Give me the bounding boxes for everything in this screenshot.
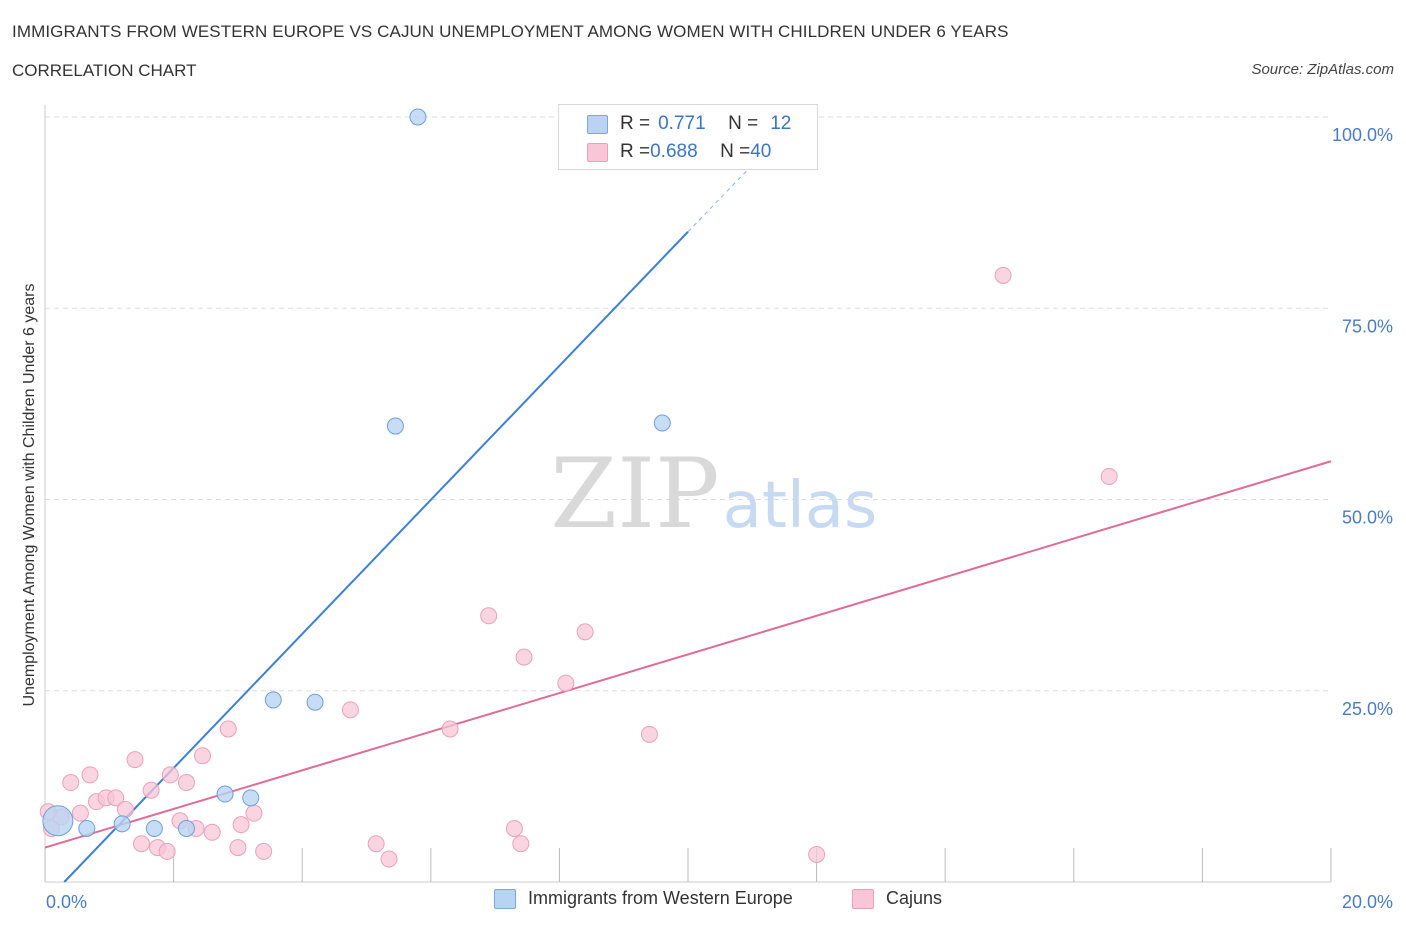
point-cajuns <box>116 800 134 818</box>
point-cajuns <box>441 720 459 738</box>
point-cajuns <box>62 774 80 792</box>
point-immigrants <box>145 819 163 837</box>
point-immigrants <box>386 417 404 435</box>
point-cajuns <box>158 842 176 860</box>
point-cajuns <box>512 835 530 853</box>
legend-swatch-pink <box>587 142 608 162</box>
point-cajuns <box>126 751 144 769</box>
point-cajuns <box>177 774 195 792</box>
source-credit: Source: ZipAtlas.com <box>1251 61 1394 78</box>
point-cajuns <box>557 674 575 692</box>
point-cajuns <box>203 823 221 841</box>
legend-r-label: R = <box>620 113 651 134</box>
point-immigrants <box>653 414 671 432</box>
trend-line-immigrants <box>63 231 689 883</box>
legend-item-immigrants[interactable]: Immigrants from Western Europe <box>494 888 793 909</box>
point-immigrants <box>216 785 234 803</box>
point-cajuns <box>1100 468 1118 486</box>
point-cajuns <box>255 842 273 860</box>
trend-line-immigrants-extension <box>687 157 760 233</box>
point-cajuns <box>132 835 150 853</box>
point-immigrants <box>409 108 427 126</box>
chart-subtitle: CORRELATION CHART <box>12 61 197 80</box>
point-immigrants <box>242 789 260 807</box>
point-cajuns <box>71 804 89 822</box>
y-tick-label: 50.0% <box>1342 508 1393 528</box>
point-cajuns <box>232 816 250 834</box>
point-cajuns <box>367 835 385 853</box>
point-cajuns <box>505 819 523 837</box>
series-legend: Immigrants from Western Europe Cajuns <box>0 888 1406 916</box>
tick-labels: 25.0% 50.0% 75.0% 100.0% 0.0% 20.0% <box>46 125 1393 912</box>
point-cajuns <box>515 648 533 666</box>
point-immigrants <box>78 819 96 837</box>
chart-title: IMMIGRANTS FROM WESTERN EUROPE VS CAJUN … <box>12 22 1009 41</box>
point-immigrants <box>264 691 282 709</box>
legend-swatch-blue <box>494 888 516 909</box>
point-cajuns <box>640 725 658 743</box>
point-cajuns <box>994 266 1012 284</box>
legend-r-label: R = <box>620 141 651 162</box>
y-tick-label: 100.0% <box>1332 125 1393 145</box>
legend-row-cajuns: R = 0.688 N = 40 <box>587 139 771 165</box>
legend-row-immigrants: R = 0.771 N = 12 <box>587 111 791 137</box>
data-points <box>39 108 1118 868</box>
x-tick-label: 20.0% <box>1342 892 1393 912</box>
legend-n-label: N = <box>728 113 759 134</box>
point-cajuns <box>219 720 237 738</box>
point-cajuns <box>341 701 359 719</box>
y-tick-label: 25.0% <box>1342 699 1393 719</box>
point-cajuns <box>808 845 826 863</box>
correlation-legend: R = 0.771 N = 12 R = 0.688 N = 40 <box>558 104 818 170</box>
point-cajuns <box>576 623 594 641</box>
point-cajuns <box>107 789 125 807</box>
trend-line-cajuns <box>44 460 1332 849</box>
point-cajuns <box>194 747 212 765</box>
grid-lines <box>45 116 1331 692</box>
point-cajuns <box>245 804 263 822</box>
y-tick-label: 75.0% <box>1342 316 1393 336</box>
watermark-atlas: atlas <box>723 469 878 543</box>
legend-r-value: 0.688 <box>650 141 698 162</box>
legend-swatch-pink <box>852 888 874 909</box>
watermark: ZIP atlas <box>550 438 877 550</box>
x-tick-label: 0.0% <box>46 892 87 912</box>
legend-n-label: N = <box>720 141 751 162</box>
watermark-zip: ZIP <box>550 438 719 550</box>
point-immigrants <box>177 819 195 837</box>
point-cajuns <box>380 850 398 868</box>
legend-item-cajuns[interactable]: Cajuns <box>852 888 942 909</box>
point-cajuns <box>480 607 498 625</box>
legend-label-cajuns: Cajuns <box>886 888 943 908</box>
legend-n-value: 12 <box>770 113 792 134</box>
legend-swatch-blue <box>587 114 608 134</box>
point-cajuns <box>142 781 160 799</box>
axes <box>44 105 1332 883</box>
point-immigrants <box>113 815 131 833</box>
point-immigrants <box>306 693 324 711</box>
point-cajuns <box>161 766 179 784</box>
point-immigrants <box>42 805 74 837</box>
point-cajuns <box>229 839 247 857</box>
legend-n-value: 40 <box>750 141 772 162</box>
legend-label-immigrants: Immigrants from Western Europe <box>528 888 793 908</box>
point-cajuns <box>81 766 99 784</box>
legend-r-value: 0.771 <box>658 113 706 134</box>
